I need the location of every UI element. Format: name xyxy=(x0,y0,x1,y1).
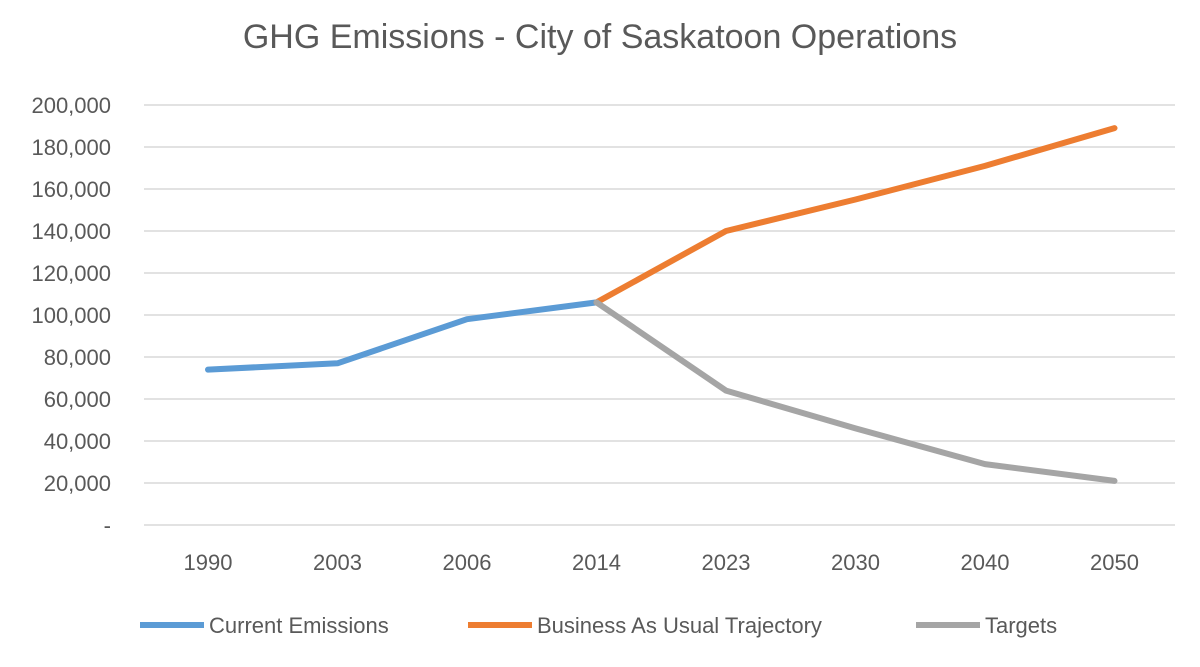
x-tick-label: 2040 xyxy=(961,550,1010,575)
x-tick-label: 1990 xyxy=(184,550,233,575)
y-tick-label: 20,000 xyxy=(44,471,111,496)
series-lines xyxy=(205,125,1118,484)
x-tick-label: 2030 xyxy=(831,550,880,575)
y-tick-label: - xyxy=(104,513,111,538)
y-axis-ticks: - 20,000 40,000 60,000 80,000 100,000 120,000 1… xyxy=(31,93,111,538)
series-line-0 xyxy=(205,299,600,373)
x-tick-label: 2003 xyxy=(313,550,362,575)
y-tick-label: 40,000 xyxy=(44,429,111,454)
x-axis-ticks: 1990 2003 2006 2014 2023 2030 2040 2050 xyxy=(184,550,1139,575)
y-tick-label: 160,000 xyxy=(31,177,111,202)
y-tick-label: 80,000 xyxy=(44,345,111,370)
y-tick-label: 140,000 xyxy=(31,219,111,244)
legend-label: Current Emissions xyxy=(209,613,389,638)
series-line-1 xyxy=(593,125,1118,306)
x-tick-label: 2050 xyxy=(1090,550,1139,575)
y-tick-label: 60,000 xyxy=(44,387,111,412)
chart-title: GHG Emissions - City of Saskatoon Operat… xyxy=(242,18,958,56)
series-line-2 xyxy=(593,299,1118,484)
gridlines xyxy=(144,104,1175,526)
y-tick-label: 100,000 xyxy=(31,303,111,328)
x-tick-label: 2014 xyxy=(572,550,621,575)
y-tick-label: 180,000 xyxy=(31,135,111,160)
x-tick-label: 2006 xyxy=(443,550,492,575)
legend-label: Business As Usual Trajectory xyxy=(537,613,822,638)
legend-label: Targets xyxy=(985,613,1057,638)
y-tick-label: 120,000 xyxy=(31,261,111,286)
y-tick-label: 200,000 xyxy=(31,93,111,118)
x-tick-label: 2023 xyxy=(702,550,751,575)
legend: Current Emissions Business As Usual Traje… xyxy=(140,613,1057,638)
